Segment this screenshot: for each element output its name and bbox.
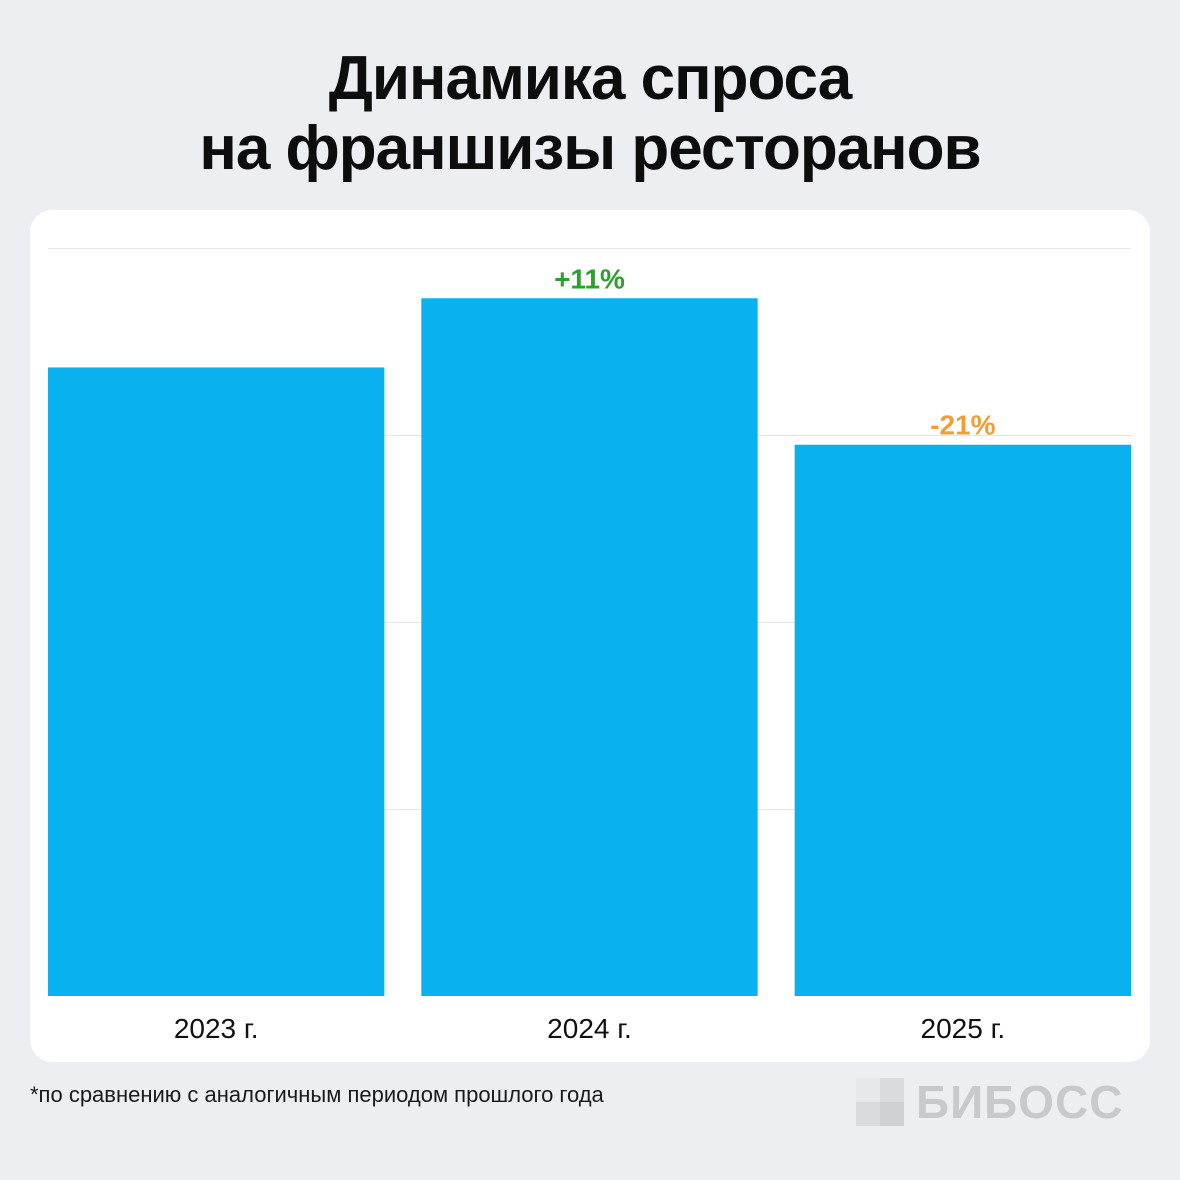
bar-2 bbox=[421, 298, 758, 996]
data-label-2: +11% bbox=[554, 263, 625, 294]
data-label-3: -21% bbox=[930, 410, 995, 441]
brand-mark-icon bbox=[856, 1078, 904, 1126]
bar-1 bbox=[48, 367, 385, 996]
x-tick-label-3: 2025 г. bbox=[921, 1013, 1006, 1044]
x-tick-label-1: 2023 г. bbox=[174, 1013, 259, 1044]
brand-name: БИБОСС bbox=[916, 1076, 1124, 1128]
chart-card: 2023 г. 2024 г. +11% 2025 г. -21% bbox=[30, 210, 1150, 1062]
bar-chart: 2023 г. 2024 г. +11% 2025 г. -21% bbox=[48, 248, 1131, 1044]
chart-title: Динамика спроса на франшизы ресторанов bbox=[0, 44, 1180, 184]
chart-title-line2: на франшизы ресторанов bbox=[199, 114, 981, 183]
footnote: *по сравнению с аналогичным периодом про… bbox=[30, 1082, 604, 1107]
brand-logo: БИБОСС bbox=[856, 1076, 1124, 1128]
x-tick-label-2: 2024 г. bbox=[547, 1013, 632, 1044]
chart-title-line1: Динамика спроса bbox=[328, 44, 853, 113]
bar-3 bbox=[794, 444, 1131, 996]
